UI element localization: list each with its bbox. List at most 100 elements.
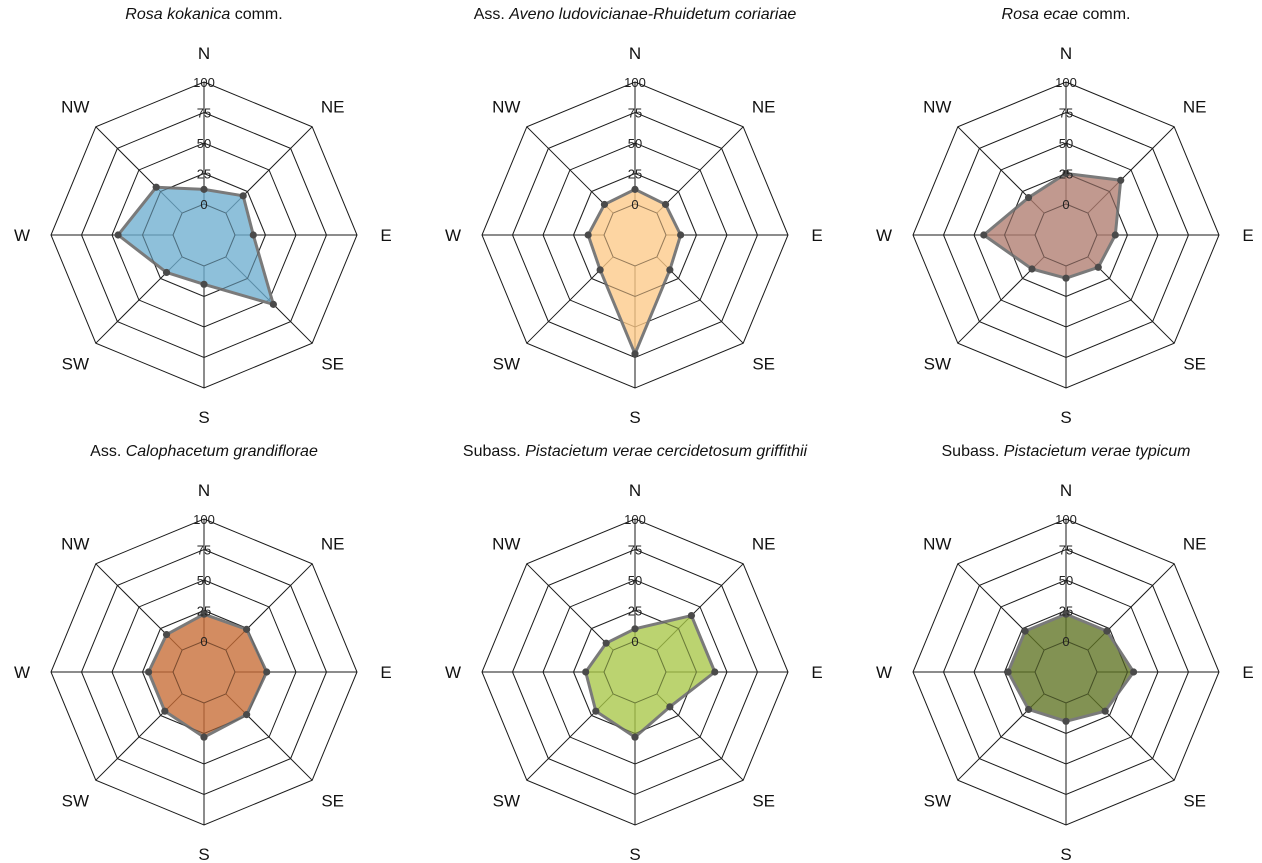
radial-tick-label: 25 [1059, 604, 1073, 619]
direction-label-n: N [198, 44, 210, 63]
direction-label-s: S [629, 845, 640, 863]
radial-tick-label: 50 [1059, 573, 1073, 588]
direction-label-sw: SW [924, 792, 951, 811]
direction-label-ne: NE [752, 534, 776, 553]
inner-grid-ring [172, 203, 236, 267]
chart-title-suffix: comm. [1078, 6, 1130, 23]
direction-label-se: SE [752, 355, 775, 374]
direction-label-w: W [876, 663, 892, 682]
radial-tick-label: 0 [200, 197, 207, 212]
data-point-w [582, 668, 590, 676]
chart-title: Rosa kokanica comm. [125, 6, 282, 23]
radial-tick-label: 100 [624, 512, 646, 527]
chart-title: Rosa ecae comm. [1002, 6, 1131, 23]
data-point-e [711, 668, 719, 676]
direction-label-s: S [629, 408, 640, 427]
radial-tick-label: 100 [1055, 512, 1077, 527]
radial-tick-label: 0 [1062, 634, 1069, 649]
direction-label-sw: SW [62, 355, 89, 374]
chart-title: Subass. Pistacietum verae cercidetosum g… [463, 443, 808, 460]
data-point-se [1094, 263, 1102, 271]
data-point-n [1062, 610, 1070, 618]
data-point-se [269, 300, 277, 308]
data-point-e [263, 668, 271, 676]
direction-label-n: N [1060, 481, 1072, 500]
direction-label-e: E [811, 226, 822, 245]
radial-tick-label: 25 [197, 167, 211, 182]
radial-tick-label: 0 [631, 634, 638, 649]
inner-grid-ring [603, 203, 667, 267]
inner-grid-ring [172, 640, 236, 704]
direction-label-nw: NW [492, 97, 520, 116]
radar-chart: Rosa ecae comm. 0 25 50 75 100 N NE E SE S SW W NW [876, 6, 1254, 427]
radial-tick-label: 25 [1059, 167, 1073, 182]
radial-tick-label: 50 [628, 136, 642, 151]
grid-spoke [1087, 256, 1175, 344]
data-area [584, 614, 717, 739]
direction-label-sw: SW [924, 355, 951, 374]
radar-chart: Ass. Aveno ludovicianae-Rhuidetum coriar… [445, 6, 823, 427]
chart-title-prefix: Ass. [474, 6, 510, 23]
data-point-ne [1117, 176, 1125, 184]
data-area [982, 172, 1123, 280]
direction-label-ne: NE [321, 534, 345, 553]
radial-tick-label: 100 [624, 75, 646, 90]
data-point-nw [162, 630, 171, 639]
radial-tick-label: 75 [628, 543, 642, 558]
data-point-nw [602, 639, 610, 647]
inner-grid-ring [572, 172, 698, 298]
inner-grid-ring [141, 609, 267, 735]
radial-tick-label: 75 [197, 543, 211, 558]
chart-title-prefix: Subass. [463, 443, 525, 460]
radial-tick-label: 100 [193, 75, 215, 90]
data-point-sw [1024, 705, 1033, 714]
data-point-w [584, 231, 592, 239]
inner-grid-ring [603, 640, 667, 704]
chart-title-prefix: Ass. [90, 443, 126, 460]
direction-label-se: SE [752, 792, 775, 811]
data-point-nw [600, 200, 609, 209]
data-point-w [145, 668, 153, 676]
data-point-sw [162, 268, 171, 277]
direction-label-ne: NE [752, 97, 776, 116]
data-point-ne [243, 625, 251, 633]
data-point-s [1062, 717, 1070, 725]
data-point-e [1111, 231, 1119, 239]
direction-label-w: W [14, 663, 30, 682]
direction-label-sw: SW [493, 792, 520, 811]
data-point-s [631, 350, 639, 358]
radial-tick-label: 75 [197, 106, 211, 121]
direction-label-w: W [14, 226, 30, 245]
radial-tick-label: 0 [1062, 197, 1069, 212]
direction-label-sw: SW [493, 355, 520, 374]
direction-label-se: SE [321, 355, 344, 374]
radial-tick-label: 25 [628, 167, 642, 182]
direction-label-s: S [1060, 845, 1071, 863]
radial-tick-label: 75 [628, 106, 642, 121]
radial-tick-label: 0 [200, 634, 207, 649]
radial-tick-label: 25 [628, 604, 642, 619]
radial-tick-label: 50 [197, 136, 211, 151]
direction-label-nw: NW [923, 534, 951, 553]
data-point-se [243, 711, 251, 719]
direction-label-w: W [445, 226, 461, 245]
data-point-n [631, 185, 639, 193]
inner-grid-ring [1003, 172, 1129, 298]
data-point-s [200, 733, 208, 741]
data-point-s [200, 280, 208, 288]
grid-spoke [656, 126, 744, 214]
chart-title-prefix: Subass. [942, 443, 1004, 460]
chart-title-italic: Pistacietum verae typicum [1004, 443, 1191, 460]
radar-chart: Subass. Pistacietum verae cercidetosum g… [445, 443, 823, 863]
direction-label-s: S [198, 408, 209, 427]
data-point-ne [687, 611, 696, 620]
direction-label-se: SE [1183, 355, 1206, 374]
data-point-w [1004, 668, 1012, 676]
radial-tick-label: 50 [1059, 136, 1073, 151]
direction-label-w: W [445, 663, 461, 682]
direction-label-e: E [1242, 663, 1253, 682]
data-point-e [1130, 668, 1138, 676]
direction-label-n: N [629, 44, 641, 63]
inner-grid-ring [141, 172, 267, 298]
data-point-s [631, 733, 639, 741]
